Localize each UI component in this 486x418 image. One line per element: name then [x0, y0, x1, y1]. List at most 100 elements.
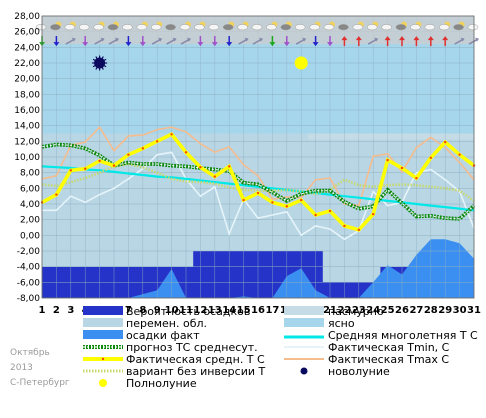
y-tick-label: 26,00 — [14, 28, 40, 38]
cloud-icon — [107, 24, 119, 31]
wind-arrowhead-icon — [172, 37, 177, 42]
wind-arrowhead-icon — [197, 42, 204, 47]
x-tick-label: 27 — [409, 305, 423, 316]
series-actual-mean-point — [314, 213, 317, 217]
x-tick-label: 30 — [453, 305, 467, 316]
cloud-icon — [150, 24, 162, 31]
y-tick-label: 4,00 — [20, 200, 40, 210]
cloud-icon — [122, 24, 133, 31]
grid-lines — [41, 15, 475, 299]
wind-arrowhead-icon — [327, 42, 333, 47]
x-tick-label: 9 — [154, 305, 161, 316]
wind-arrowhead-icon — [302, 37, 307, 42]
weather-strip — [35, 16, 479, 47]
wind-arrowhead-icon — [226, 42, 233, 47]
y-tick-label: 2,00 — [20, 216, 40, 226]
series-actual-mean-point — [242, 198, 245, 202]
y-tick-label: 22,00 — [14, 59, 40, 69]
legend-swatch-new-moon — [300, 367, 308, 375]
overcast-band — [308, 133, 474, 140]
cloud-icon — [35, 24, 47, 31]
wind-arrowhead-icon — [460, 37, 465, 42]
series-actual-mean-point — [415, 176, 418, 180]
legend-label-new-moon: новолуние — [328, 365, 390, 378]
x-tick-label: 23 — [352, 305, 366, 316]
cloud-icon — [438, 24, 450, 31]
wind-arrowhead-icon — [442, 36, 449, 41]
series-actual-mean-point — [141, 147, 144, 150]
y-tick-label: 20,00 — [14, 75, 40, 85]
cloud-icon — [453, 24, 464, 31]
wind-arrowhead-icon — [53, 42, 60, 47]
wind-arrowhead-icon — [283, 42, 290, 47]
series-actual-mean-point — [213, 175, 216, 178]
cloud-icon — [165, 24, 176, 31]
legend-swatch-overcast — [284, 306, 324, 315]
legend-swatch-variable-cloud — [83, 318, 123, 327]
legend-label-precip-actual: осадки факт — [126, 329, 200, 342]
new-moon-ray — [103, 58, 107, 62]
wind-arrowhead-icon — [187, 37, 191, 42]
y-tick-label: 28,00 — [14, 12, 40, 22]
series-actual-mean-point — [300, 198, 303, 202]
legend-label-tmin: Фактическая Tmin, С — [328, 341, 450, 354]
wind-arrowhead-icon — [259, 37, 263, 42]
x-tick-label: 1 — [39, 305, 46, 316]
legend-swatch-actual-mean-dot — [101, 357, 105, 361]
x-tick-label: 16 — [251, 305, 265, 316]
wind-arrowhead-icon — [341, 36, 348, 41]
series-actual-mean-point — [156, 140, 159, 143]
x-tick-label: 7 — [125, 305, 132, 316]
new-moon-ray — [92, 58, 96, 62]
series-actual-mean-point — [127, 153, 130, 156]
legend-swatch-precip-probability — [83, 306, 123, 315]
wind-arrowhead-icon — [384, 36, 391, 41]
legend-label-variable-cloud: перемен. обл. — [126, 317, 207, 330]
x-tick-label: 10 — [165, 305, 179, 316]
legend-label-full-moon: Полнолуние — [126, 377, 197, 390]
full-moon-icon — [294, 56, 308, 70]
y-tick-label: 14,00 — [14, 122, 40, 132]
cloud-icon — [381, 24, 392, 31]
cloud-icon — [280, 24, 292, 31]
series-actual-mean-point — [98, 159, 101, 163]
y-tick-label: 16,00 — [14, 106, 40, 116]
series-actual-mean-point — [112, 164, 116, 167]
y-tick-label: -8,00 — [17, 294, 41, 304]
series-actual-mean-point — [285, 205, 288, 208]
legend-label-overcast: пасмурно — [328, 305, 384, 318]
legend-swatch-clear — [284, 318, 324, 327]
wind-arrowhead-icon — [139, 42, 146, 47]
x-tick-label: 26 — [395, 305, 409, 316]
y-tick-label: 10,00 — [14, 153, 40, 163]
series-lines — [40, 125, 476, 241]
x-tick-label: 31 — [467, 305, 481, 316]
y-tick-label: 12,00 — [14, 137, 40, 147]
y-tick-label: 24,00 — [14, 43, 40, 53]
x-tick-label: 3 — [67, 305, 74, 316]
cloud-icon — [64, 24, 76, 31]
series-actual-mean-point — [386, 158, 389, 162]
new-moon-ray — [101, 56, 104, 59]
series-actual-mean-point — [400, 166, 404, 170]
cloud-icon — [410, 24, 421, 31]
y-axis-ticks: 28,00 26,00 24,00 22,00 20,00 18,00 16,00 14,00… — [14, 12, 40, 304]
x-tick-label: 11 — [179, 305, 193, 316]
legend-label-clear: ясно — [328, 317, 355, 330]
legend-label-actual-mean: Фактическая средн. Т С — [126, 353, 265, 366]
cloud-icon — [78, 24, 90, 31]
series-actual-mean-point — [271, 201, 274, 204]
y-tick-label: -4,00 — [17, 263, 41, 273]
new-moon-ray — [95, 67, 98, 70]
series-actual-mean-point — [458, 153, 461, 156]
wind-arrowhead-icon — [413, 36, 420, 41]
wind-arrowhead-icon — [82, 42, 89, 47]
cloud-icon — [237, 24, 248, 31]
wind-arrowhead-icon — [211, 42, 218, 47]
cloud-icon — [179, 24, 191, 31]
wind-arrowhead-icon — [312, 42, 319, 47]
cloud-icon — [309, 24, 320, 31]
y-tick-label: 18,00 — [14, 90, 40, 100]
series-actual-mean-point — [55, 193, 58, 196]
